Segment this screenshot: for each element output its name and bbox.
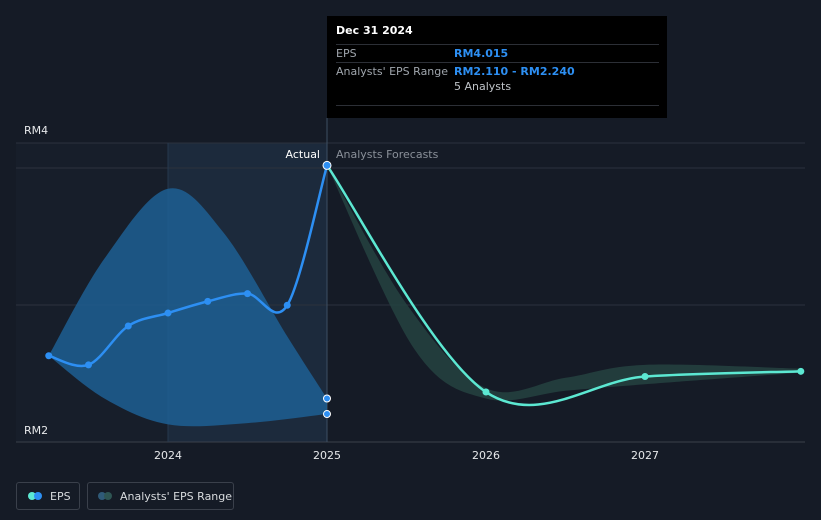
eps-actual-point (322, 160, 332, 170)
legend-eps-toggle[interactable]: EPS (16, 482, 80, 510)
legend-range-label: Analysts' EPS Range (120, 489, 233, 503)
eps-forecast-point (797, 367, 805, 375)
eps-forecast-line (325, 164, 801, 407)
y-tick-label: RM2 (24, 424, 48, 437)
analyst-range-low (323, 410, 331, 419)
eps-forecast-point (482, 388, 490, 396)
legend-range-toggle[interactable]: Analysts' EPS Range (87, 482, 234, 510)
eps-actual-point (85, 361, 92, 369)
eps-actual-point (244, 290, 251, 298)
eps-legend-icon (28, 491, 44, 501)
tooltip-range-value: RM2.110 - RM2.240 (454, 65, 575, 78)
forecast-section-label: Analysts Forecasts (336, 148, 439, 161)
y-tick-label: RM4 (24, 124, 48, 137)
x-tick-label: 2025 (313, 449, 341, 462)
x-tick-label: 2026 (472, 449, 500, 462)
x-tick-label: 2024 (154, 449, 182, 462)
eps-actual-line (48, 165, 329, 368)
tooltip-range-row: Analysts' EPS Range RM2.110 - RM2.240 (336, 62, 659, 80)
eps-actual-point (45, 352, 53, 360)
range-legend-icon (98, 491, 114, 501)
tooltip-analysts-count: 5 Analysts (454, 80, 512, 93)
eps-forecast-point (641, 372, 649, 380)
eps-actual-point (164, 309, 172, 317)
tooltip-eps-value: RM4.015 (454, 47, 509, 60)
tooltip-eps-label: EPS (336, 47, 357, 60)
eps-actual-point (283, 301, 291, 309)
tooltip-date: Dec 31 2024 (336, 24, 413, 37)
eps-actual-point (204, 297, 212, 305)
tooltip-eps-row: EPS RM4.015 (336, 44, 659, 62)
hover-tooltip: Dec 31 2024 EPS RM4.015 Analysts' EPS Ra… (327, 16, 667, 118)
analyst-range-high (323, 394, 331, 403)
x-tick-label: 2027 (631, 449, 659, 462)
tooltip-range-label: Analysts' EPS Range (336, 65, 449, 78)
eps-actual-point (124, 322, 132, 330)
tooltip-analysts-row: 5 Analysts (336, 80, 659, 106)
legend-eps-label: EPS (50, 489, 71, 503)
actual-section-label: Actual (286, 148, 320, 161)
